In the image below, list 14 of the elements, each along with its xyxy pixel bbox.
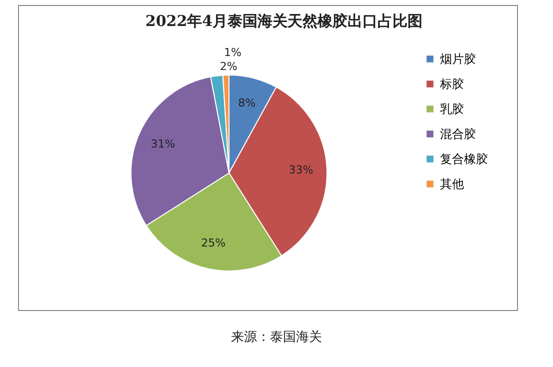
legend-label: 标胶 [439, 77, 464, 91]
data-label: 1% [224, 46, 242, 60]
legend-label: 烟片胶 [440, 52, 476, 66]
chart-title: 2022年4月泰国海关天然橡胶出口占比图 [145, 12, 423, 30]
legend-label: 混合胶 [440, 127, 476, 141]
data-label: 2% [220, 60, 238, 74]
data-label: 8% [238, 96, 256, 110]
source-note: 来源：泰国海关 [230, 329, 323, 346]
data-label: 25% [201, 236, 226, 250]
data-label: 31% [150, 137, 176, 150]
legend-label: 复合橡胶 [440, 152, 488, 166]
legend-label: 其他 [440, 177, 464, 191]
data-label: 33% [288, 164, 314, 177]
legend-label: 乳胶 [440, 102, 464, 116]
